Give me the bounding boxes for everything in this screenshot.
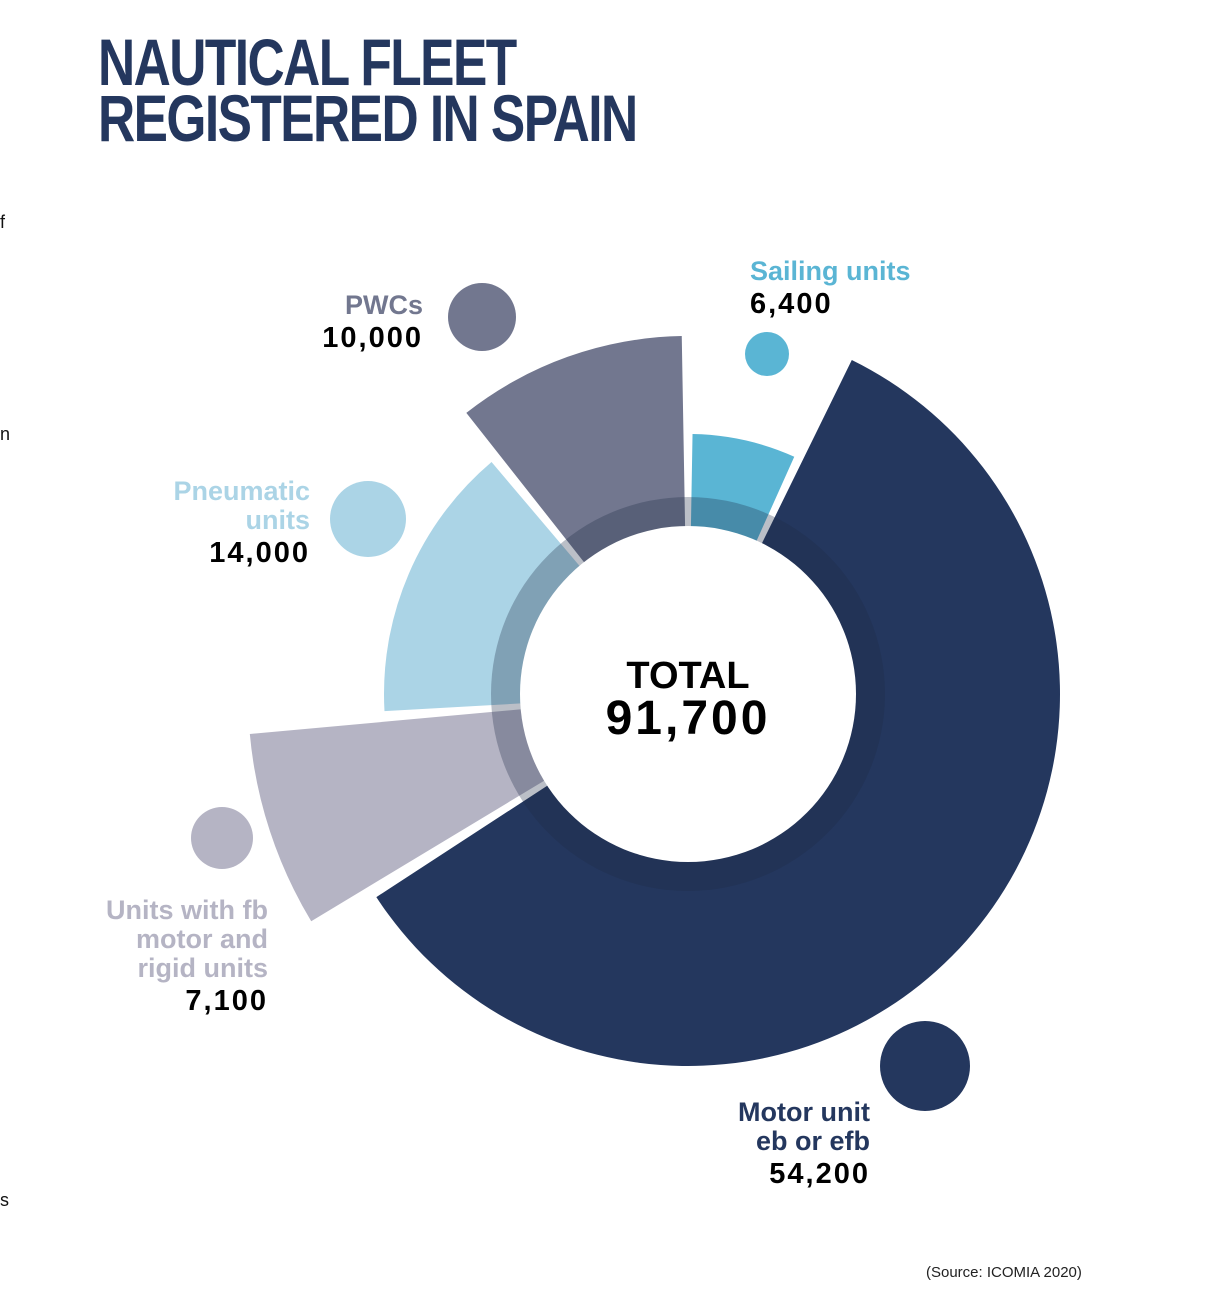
- edge-text-fragment: s: [0, 1190, 9, 1210]
- slice-label-motor-unit-eb-or-efb-line-1: Motor unit: [738, 1097, 870, 1127]
- page-title: NAUTICAL FLEET REGISTERED IN SPAIN: [98, 25, 638, 155]
- slice-label-pneumatic-units-line-1: Pneumatic: [173, 476, 310, 506]
- slice-label-units-with-fb-motor-and-rigid-units-line-3: rigid units: [138, 953, 269, 983]
- slice-label-pwcs-line-1: PWCs: [345, 290, 423, 320]
- slice-pwcs: [466, 336, 686, 577]
- slice-value-motor-unit-eb-or-efb: 54,200: [769, 1158, 870, 1190]
- slice-label-motor-unit-eb-or-efb-line-2: eb or efb: [756, 1126, 870, 1156]
- slice-label-units-with-fb-motor-and-rigid-units-line-1: Units with fb: [106, 895, 268, 925]
- source-note: (Source: ICOMIA 2020): [926, 1264, 1082, 1281]
- slice-label-sailing-units-line-1: Sailing units: [750, 256, 911, 286]
- slice-units-with-fb-motor-and-rigid-units: [249, 707, 560, 922]
- legend-dot-pneumatic-units: [330, 481, 406, 557]
- title-line-2: REGISTERED IN SPAIN: [98, 81, 638, 155]
- slice-motor-unit-eb-or-efb: [376, 360, 1061, 1066]
- slice-value-units-with-fb-motor-and-rigid-units: 7,100: [185, 985, 268, 1017]
- legend-dot-sailing-units: [745, 332, 789, 376]
- legend-dot-motor-unit-eb-or-efb: [880, 1021, 970, 1111]
- center-label: TOTAL: [626, 655, 749, 697]
- edge-text-fragment: f: [0, 212, 6, 232]
- slice-value-sailing-units: 6,400: [750, 288, 833, 320]
- slice-value-pneumatic-units: 14,000: [209, 537, 310, 569]
- center-hole: [520, 526, 856, 862]
- legend-dot-units-with-fb-motor-and-rigid-units: [191, 807, 253, 869]
- chart-slices: [249, 336, 1061, 1066]
- legend-dot-pwcs: [448, 283, 516, 351]
- center-total: 91,700: [606, 692, 771, 745]
- slice-label-pneumatic-units-line-2: units: [246, 505, 311, 535]
- slice-sailing-units: [690, 434, 795, 558]
- edge-text-fragment: n: [0, 424, 11, 444]
- slice-label-units-with-fb-motor-and-rigid-units-line-2: motor and: [136, 924, 268, 954]
- slice-value-pwcs: 10,000: [322, 322, 423, 354]
- title-line-1: NAUTICAL FLEET: [98, 25, 517, 99]
